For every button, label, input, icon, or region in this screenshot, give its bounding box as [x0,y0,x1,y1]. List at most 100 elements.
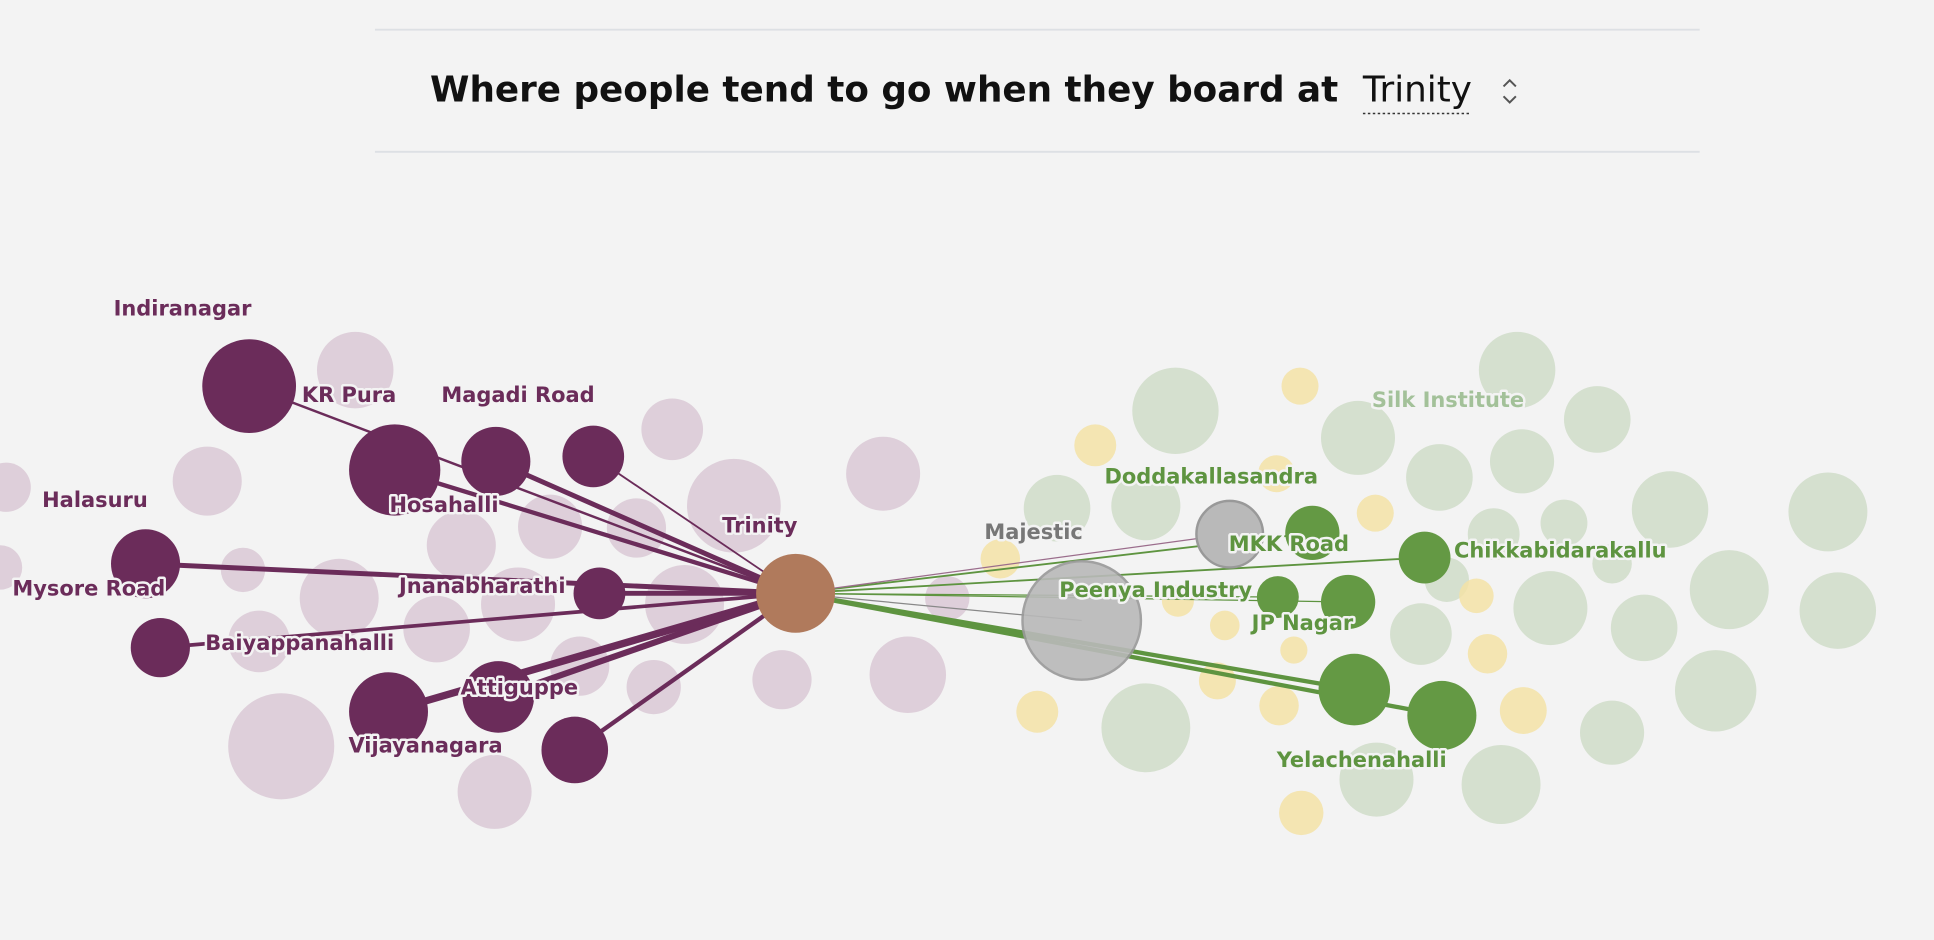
faded-station [0,545,23,590]
faded-station [1339,742,1414,817]
station [1256,576,1299,619]
faded-station [1132,367,1219,454]
station [1398,531,1451,584]
station-label: KR Pura [302,383,396,407]
faded-station [1467,634,1508,674]
origin-label: Trinity [722,514,798,538]
faded-station [0,462,31,512]
station [111,529,181,599]
faded-station [299,558,379,638]
faded-station [1563,386,1631,453]
faded-station [1406,444,1473,511]
labels: Trinity Indiranagar KR Pura Magadi Road Hala… [10,294,1669,774]
faded-station [1111,471,1181,541]
faded-station [172,446,242,516]
station-label: Attiguppe [460,675,578,699]
station [349,424,441,516]
origin-station [756,553,836,633]
faded-station [687,458,781,553]
faded-station [846,436,921,511]
faded-station [1461,745,1541,824]
faded-station [1478,331,1556,409]
faded-station [1356,494,1394,532]
faded-station [606,498,667,558]
station-select[interactable]: Trinity [1362,69,1517,115]
faded-station [1631,471,1709,548]
faded-station [228,693,335,800]
station-label: Vijayanagara [348,733,502,757]
faded-station [481,567,556,642]
selected-station[interactable]: Trinity [1362,69,1472,110]
edge [387,589,797,716]
station [573,567,626,620]
faded-station [980,539,1021,579]
station-label: Chikkabidarakallu [1454,538,1667,562]
station [130,618,190,678]
faded-station [1320,400,1395,475]
faded-station [1279,790,1324,836]
faded-station [403,595,470,663]
station-label: Jnanabharathi [397,574,566,598]
faded-station [1016,690,1059,733]
station-label: Mysore Road [12,577,165,601]
station [1318,653,1391,726]
station [202,339,297,433]
select-arrows [1502,78,1517,104]
edge [573,591,797,752]
station-label: Yelachenahalli [1276,748,1447,772]
faded-station [1390,603,1452,665]
station-label: Doddakallasandra [1104,464,1318,488]
station [1320,574,1376,630]
faded-station [228,610,290,673]
faded-station [1674,650,1757,732]
faded-station [1259,685,1299,726]
edge [494,459,797,596]
station-label: MKK Road [1229,532,1349,556]
faded-station [1499,687,1547,734]
station [541,716,609,784]
station [461,426,531,496]
station [462,661,535,733]
faded-station [1074,424,1117,467]
faded-station [1513,571,1588,646]
edge [497,590,797,700]
faded-station [1258,455,1296,493]
station-majestic [1021,560,1143,681]
faded-station [1788,472,1868,552]
nodes [111,339,1477,784]
faded-station [1610,594,1678,662]
faded-station [1489,429,1555,494]
station-label: Peenya Industry [1059,578,1252,602]
station-label: Magadi Road [441,383,594,407]
faded-station [1280,636,1308,664]
faded-station [1209,610,1240,641]
faded-station [316,331,394,409]
station [562,425,625,488]
faded-station [1580,700,1645,765]
station-label: JP Nagar [1250,611,1354,635]
faded-station [1689,550,1769,630]
background-nodes [0,331,1877,836]
faded-station [752,650,812,710]
edge [394,467,797,596]
edge [160,591,796,650]
station [349,672,428,752]
faded-station [426,510,496,580]
edge [145,561,796,596]
edge [248,384,796,595]
edge [592,455,797,595]
faded-station [1161,584,1194,617]
faded-station [1459,578,1494,614]
faded-station [1592,544,1632,584]
faded-station [869,636,947,713]
header-title: Where people tend to go when they board … [430,69,1338,110]
faded-station [457,754,532,829]
station-label: Halasuru [42,488,148,512]
faded-station [1023,474,1091,542]
station-label: Baiyappanahalli [205,631,394,655]
faded-station [1467,508,1520,561]
edge [795,533,1230,594]
